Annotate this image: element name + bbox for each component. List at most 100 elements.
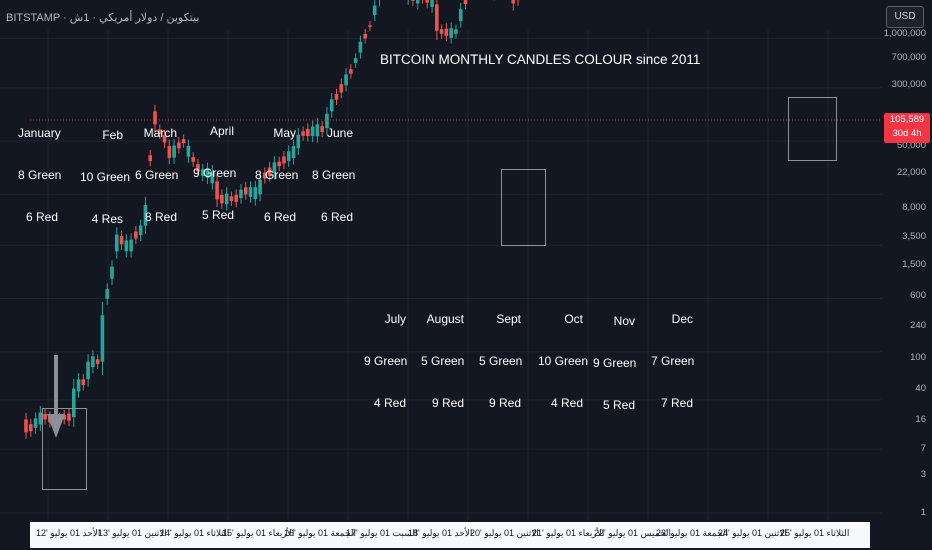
x-tick-label: الاثنين 01 يوليو '20: [470, 528, 539, 538]
annotation-august: August 5 Green 9 Red: [421, 284, 464, 424]
y-tick-label: 600: [910, 290, 926, 301]
annotation-green: 9 Green: [364, 354, 408, 368]
candle-down: [234, 194, 238, 202]
annotation-oct: Oct 10 Green 4 Red: [538, 284, 589, 424]
candle-down: [62, 414, 67, 420]
x-tick-label: الأربعاء 01 يوليو '15: [222, 528, 295, 538]
x-tick-label: الأحد 01 يوليو '18: [408, 528, 473, 538]
x-tick-label: الاثنين 01 يوليو '24: [718, 528, 787, 538]
candle-down: [119, 236, 124, 245]
price-axis[interactable]: 1,000,000 700,000 300,000 50,000 22,000 …: [882, 28, 932, 528]
y-tick-label: 16: [915, 414, 926, 425]
current-price-tag: 105,589 30d 4h: [884, 113, 930, 143]
candle-down: [191, 157, 195, 162]
y-tick-label: 3,500: [902, 231, 926, 242]
candle-up: [143, 204, 148, 226]
annotation-month: July: [384, 312, 406, 326]
candle-up: [200, 169, 205, 176]
annotation-red: 8 Red: [144, 210, 177, 224]
annotation-green: 7 Green: [651, 354, 695, 368]
current-price: 105,589: [889, 114, 925, 125]
annotation-month: April: [209, 124, 234, 138]
candle-up: [272, 162, 277, 174]
time-axis[interactable]: الأحد 01 يوليو '12 الاثنين 01 يوليو '13 ال…: [30, 522, 870, 548]
candle-up: [358, 41, 363, 53]
chart-grid: [0, 30, 882, 520]
annotation-month: August: [426, 312, 464, 326]
candle-up: [315, 124, 320, 137]
annotation-month: Feb: [102, 128, 123, 142]
candle-up: [239, 189, 243, 199]
candle-down: [463, 0, 468, 4]
annotation-green: 6 Green: [135, 168, 179, 182]
annotation-red: 4 Res: [91, 212, 123, 226]
candle-down: [339, 84, 344, 93]
candle-down: [334, 93, 339, 100]
x-tick-label: الثلاثاء 01 يوليو '25: [780, 528, 850, 538]
candle-up: [325, 113, 329, 129]
candle-up: [449, 28, 453, 38]
candle-down: [411, 0, 415, 1]
y-tick-label: 8,000: [902, 202, 926, 213]
candle-down: [368, 25, 372, 27]
candle-up: [138, 225, 143, 236]
candle-countdown: 30d 4h: [892, 128, 922, 139]
candle-down: [349, 69, 353, 74]
annotation-march: March 6 Green 8 Red: [135, 98, 179, 238]
annotation-green: 5 Green: [479, 354, 523, 368]
y-tick-label: 240: [910, 320, 926, 331]
candle-down: [43, 413, 47, 420]
annotation-red: 9 Red: [431, 396, 464, 410]
y-tick-label: 1: [920, 507, 926, 518]
candle-up: [344, 74, 348, 86]
candle-down: [301, 131, 305, 136]
candle-up: [454, 29, 458, 34]
y-tick-label: 22,000: [896, 167, 926, 178]
currency-button[interactable]: USD: [886, 6, 924, 28]
y-tick-label: 1,500: [902, 259, 926, 270]
annotation-month: Oct: [564, 312, 583, 326]
annotation-green: 10 Green: [80, 170, 131, 184]
annotation-nov: Nov 9 Green 5 Red: [593, 286, 636, 426]
candle-up: [38, 412, 43, 425]
annotation-dec: Dec 7 Green 7 Red: [651, 284, 695, 424]
candle-down: [67, 413, 71, 421]
candle-up: [224, 193, 229, 205]
candle-up: [71, 388, 76, 418]
candle-down: [220, 194, 224, 204]
annotation-green: 10 Green: [538, 354, 589, 368]
candle-down: [277, 161, 281, 167]
candle-up: [91, 356, 95, 368]
candles-layer: [24, 0, 524, 439]
annotation-month: May: [273, 126, 296, 140]
candle-down: [157, 129, 162, 134]
candle-down: [196, 164, 200, 172]
top-bar: BITSTAMP · بيتكوين / دولار أمريكي · 1ش: [0, 0, 880, 24]
candle-up: [353, 58, 358, 63]
candle-down: [425, 0, 430, 3]
candle-down: [28, 424, 33, 432]
candle-up: [329, 99, 334, 112]
candle-up: [110, 266, 114, 279]
candle-up: [458, 9, 463, 22]
candle-up: [253, 187, 258, 200]
candle-up: [33, 418, 38, 428]
annotation-april: April 9 Green 5 Red: [193, 96, 236, 236]
annotation-red: 4 Red: [373, 396, 406, 410]
candle-up: [248, 187, 253, 197]
symbol-line[interactable]: BITSTAMP · بيتكوين / دولار أمريكي · 1ش: [6, 12, 200, 24]
y-tick-label: 40: [915, 383, 926, 394]
annotation-feb: Feb 10 Green 4 Res: [80, 100, 131, 240]
candle-down: [167, 146, 172, 158]
annotation-july: July 9 Green 4 Red: [364, 284, 408, 424]
candle-up: [114, 234, 119, 252]
candle-up: [186, 145, 191, 157]
candle-down: [153, 111, 157, 125]
annotation-red: 4 Red: [550, 396, 583, 410]
candle-down: [363, 33, 367, 39]
x-tick-label: الأربعاء 01 يوليو '21: [532, 528, 605, 538]
candle-down: [81, 379, 86, 386]
candle-down: [282, 156, 286, 164]
highlight-box-2025: [788, 97, 837, 161]
